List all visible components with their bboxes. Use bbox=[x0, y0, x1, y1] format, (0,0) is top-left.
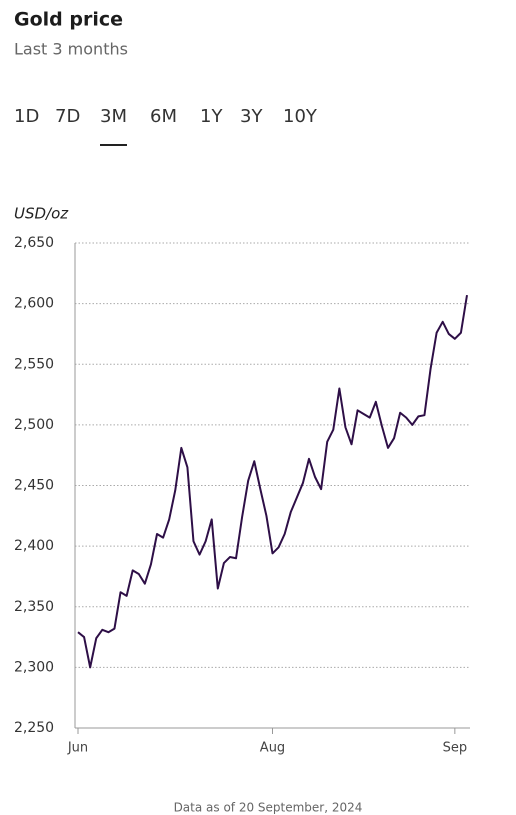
y-tick-label: 2,350 bbox=[14, 599, 54, 615]
y-tick-label: 2,250 bbox=[14, 720, 54, 736]
range-tab[interactable]: 6M bbox=[150, 106, 177, 127]
y-tick-label: 2,550 bbox=[14, 356, 54, 372]
title: Gold price bbox=[14, 9, 123, 31]
range-tab[interactable]: 3Y bbox=[240, 106, 263, 127]
subtitle: Last 3 months bbox=[14, 40, 128, 59]
x-tick-label: Jun bbox=[67, 741, 88, 756]
y-axis-label: USD/oz bbox=[14, 205, 69, 223]
range-tab[interactable]: 1D bbox=[14, 106, 39, 127]
y-tick-label: 2,600 bbox=[14, 296, 54, 312]
x-tick-label: Aug bbox=[260, 741, 285, 756]
y-tick-label: 2,450 bbox=[14, 478, 54, 494]
range-tab[interactable]: 3M bbox=[100, 106, 127, 127]
range-tab[interactable]: 7D bbox=[55, 106, 80, 127]
footer: Data as of 20 September, 2024 bbox=[174, 801, 363, 815]
y-tick-label: 2,650 bbox=[14, 235, 54, 251]
y-tick-label: 2,400 bbox=[14, 538, 54, 554]
range-tab[interactable]: 10Y bbox=[283, 106, 318, 127]
price-line bbox=[77, 294, 468, 669]
range-tab[interactable]: 1Y bbox=[200, 106, 223, 127]
y-tick-label: 2,500 bbox=[14, 417, 54, 433]
y-tick-label: 2,300 bbox=[14, 659, 54, 675]
x-tick-label: Sep bbox=[443, 741, 468, 756]
